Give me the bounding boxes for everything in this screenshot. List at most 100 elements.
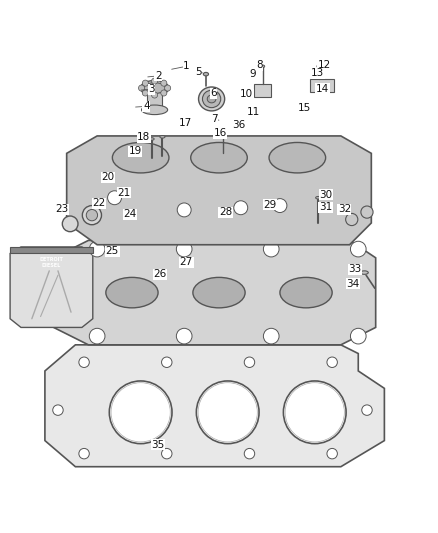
Text: 27: 27 <box>180 257 193 267</box>
Circle shape <box>79 357 89 367</box>
Circle shape <box>285 383 344 442</box>
Text: 33: 33 <box>348 264 361 274</box>
Circle shape <box>162 357 172 367</box>
Circle shape <box>361 206 373 218</box>
Text: 19: 19 <box>128 146 141 156</box>
Ellipse shape <box>193 277 245 308</box>
Text: 2: 2 <box>155 71 161 81</box>
Text: 7: 7 <box>212 115 218 124</box>
Text: 35: 35 <box>152 440 165 450</box>
Text: 21: 21 <box>117 188 131 198</box>
Ellipse shape <box>316 197 321 199</box>
Circle shape <box>177 203 191 217</box>
Text: 30: 30 <box>319 190 332 200</box>
Text: 32: 32 <box>338 204 351 214</box>
Text: 9: 9 <box>250 69 256 79</box>
Text: DETROIT
DIESEL: DETROIT DIESEL <box>39 257 64 268</box>
Polygon shape <box>67 136 371 245</box>
Polygon shape <box>45 345 385 467</box>
Text: 28: 28 <box>219 207 232 217</box>
Ellipse shape <box>269 142 325 173</box>
Ellipse shape <box>360 271 368 274</box>
Text: 24: 24 <box>123 209 136 219</box>
Circle shape <box>82 206 102 225</box>
Text: 13: 13 <box>311 68 325 78</box>
Circle shape <box>234 201 248 215</box>
Circle shape <box>138 85 145 91</box>
Circle shape <box>177 241 192 257</box>
Circle shape <box>165 85 171 91</box>
Circle shape <box>350 241 366 257</box>
Text: 15: 15 <box>298 103 311 112</box>
Circle shape <box>263 241 279 257</box>
Circle shape <box>110 381 172 443</box>
Text: 34: 34 <box>346 279 360 289</box>
Polygon shape <box>10 247 93 254</box>
Text: 12: 12 <box>318 60 331 70</box>
Text: 5: 5 <box>195 67 201 77</box>
Circle shape <box>196 381 259 443</box>
Text: 29: 29 <box>263 200 276 209</box>
Circle shape <box>327 448 337 459</box>
Ellipse shape <box>141 105 168 115</box>
Text: 23: 23 <box>55 204 68 214</box>
Circle shape <box>53 405 63 415</box>
Ellipse shape <box>280 277 332 308</box>
Circle shape <box>89 328 105 344</box>
Ellipse shape <box>191 142 247 173</box>
FancyBboxPatch shape <box>254 84 271 97</box>
FancyBboxPatch shape <box>147 92 162 109</box>
Circle shape <box>350 328 366 344</box>
Ellipse shape <box>198 87 225 111</box>
Text: 1: 1 <box>183 61 190 71</box>
Circle shape <box>177 328 192 344</box>
Circle shape <box>162 448 172 459</box>
Circle shape <box>142 80 148 86</box>
Text: 14: 14 <box>316 84 329 94</box>
Circle shape <box>108 191 121 205</box>
Text: 17: 17 <box>178 118 192 128</box>
Circle shape <box>327 357 337 367</box>
Circle shape <box>362 405 372 415</box>
Polygon shape <box>10 247 93 327</box>
Circle shape <box>152 92 158 98</box>
Circle shape <box>161 90 167 96</box>
Ellipse shape <box>113 142 169 173</box>
Ellipse shape <box>317 65 321 68</box>
Text: 10: 10 <box>240 89 253 99</box>
Ellipse shape <box>144 83 166 93</box>
Ellipse shape <box>141 80 169 96</box>
Ellipse shape <box>202 90 221 108</box>
Ellipse shape <box>260 65 265 68</box>
Circle shape <box>283 381 346 443</box>
Text: 11: 11 <box>246 108 260 117</box>
Ellipse shape <box>207 95 216 103</box>
Text: 20: 20 <box>102 172 115 182</box>
FancyBboxPatch shape <box>311 79 334 92</box>
Text: 16: 16 <box>214 128 227 139</box>
Text: 6: 6 <box>210 88 217 98</box>
Text: 18: 18 <box>137 132 150 142</box>
Text: 36: 36 <box>232 120 245 130</box>
Ellipse shape <box>149 138 154 140</box>
Circle shape <box>244 448 254 459</box>
Text: 4: 4 <box>143 101 150 111</box>
Circle shape <box>62 216 78 232</box>
Text: 31: 31 <box>319 203 332 212</box>
Circle shape <box>111 383 170 442</box>
Text: 25: 25 <box>106 246 119 256</box>
Text: 3: 3 <box>148 84 155 94</box>
Circle shape <box>244 357 254 367</box>
Circle shape <box>79 448 89 459</box>
Text: 22: 22 <box>93 198 106 208</box>
Circle shape <box>273 199 287 213</box>
Circle shape <box>263 328 279 344</box>
Ellipse shape <box>160 135 165 138</box>
Ellipse shape <box>106 277 158 308</box>
Ellipse shape <box>203 72 208 76</box>
Circle shape <box>198 383 257 442</box>
Text: 26: 26 <box>154 269 167 279</box>
Circle shape <box>86 209 98 221</box>
Polygon shape <box>53 240 376 345</box>
Circle shape <box>161 80 167 86</box>
